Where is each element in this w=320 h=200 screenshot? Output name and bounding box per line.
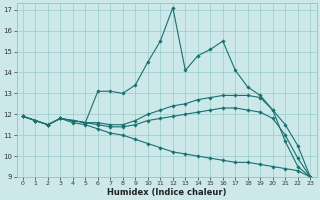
X-axis label: Humidex (Indice chaleur): Humidex (Indice chaleur) <box>107 188 226 197</box>
